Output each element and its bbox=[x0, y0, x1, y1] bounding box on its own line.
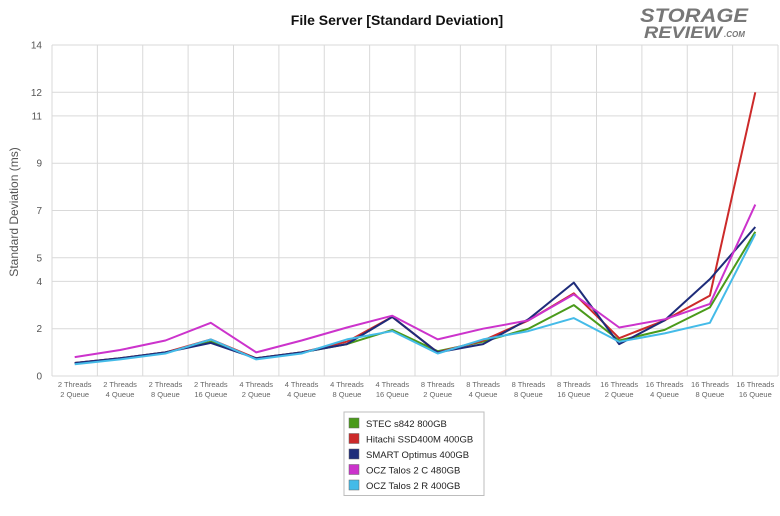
legend-box bbox=[343, 411, 485, 496]
legend-swatch bbox=[348, 448, 360, 460]
series-line-ocz-talos-2-c-480gb bbox=[74, 204, 757, 359]
y-axis: 0 2 4 5 7 9 11 12 14 bbox=[31, 41, 43, 383]
x-tick-label: 2 Threads 2 Queue bbox=[58, 380, 92, 399]
legend-swatch bbox=[348, 479, 360, 491]
y-tick-label: 5 bbox=[36, 253, 42, 264]
svg-text:REVIEW: REVIEW bbox=[644, 23, 724, 42]
legend-label: Hitachi SSD400M 400GB bbox=[366, 435, 473, 446]
x-tick-label: 8 Threads 4 Queue bbox=[466, 380, 500, 399]
x-tick-label: 16 Threads 8 Queue bbox=[691, 380, 729, 399]
y-tick-label: 12 bbox=[31, 88, 43, 99]
x-tick-label: 4 Threads 8 Queue bbox=[330, 380, 364, 399]
chart-title: File Server [Standard Deviation] bbox=[291, 12, 503, 28]
x-tick-label: 4 Threads 2 Queue bbox=[239, 380, 273, 399]
x-tick-label: 8 Threads 2 Queue bbox=[421, 380, 455, 399]
legend-swatch bbox=[348, 464, 360, 475]
watermark-logo: STORAGE REVIEW .COM bbox=[640, 6, 750, 42]
series-lines bbox=[74, 92, 757, 366]
legend-swatch bbox=[348, 433, 360, 444]
x-tick-label: 8 Threads 16 Queue bbox=[557, 380, 591, 399]
x-tick-label: 8 Threads 8 Queue bbox=[512, 380, 546, 399]
y-tick-label: 11 bbox=[32, 111, 43, 122]
x-tick-label: 2 Threads 16 Queue bbox=[194, 380, 228, 399]
x-tick-label: 16 Threads 2 Queue bbox=[600, 380, 638, 399]
x-tick-label: 4 Threads 16 Queue bbox=[375, 380, 409, 399]
legend-label: OCZ Talos 2 R 400GB bbox=[366, 481, 460, 492]
grid bbox=[51, 44, 779, 377]
y-tick-label: 4 bbox=[36, 277, 42, 288]
y-tick-label: 0 bbox=[36, 372, 42, 383]
legend-swatch bbox=[348, 417, 360, 429]
y-tick-label: 2 bbox=[36, 324, 42, 335]
x-tick-label: 16 Threads 16 Queue bbox=[736, 380, 774, 399]
x-tick-label: 2 Threads 8 Queue bbox=[149, 380, 183, 399]
x-tick-label: 2 Threads 4 Queue bbox=[103, 380, 137, 399]
legend-label: STEC s842 800GB bbox=[366, 419, 447, 430]
y-axis-label: Standard Deviation (ms) bbox=[7, 147, 21, 276]
svg-text:STORAGE: STORAGE bbox=[640, 6, 750, 27]
x-tick-label: 16 Threads 4 Queue bbox=[646, 380, 684, 399]
x-axis: 2 Threads 2 Queue 2 Threads 4 Queue 2 Thread… bbox=[58, 380, 775, 399]
series-line-smart-optimus-400gb bbox=[74, 226, 757, 364]
y-tick-label: 14 bbox=[31, 41, 43, 52]
legend: STEC s842 800GB Hitachi SSD400M 400GB SMAR… bbox=[343, 411, 485, 496]
legend-label: OCZ Talos 2 C 480GB bbox=[366, 466, 460, 477]
x-tick-label: 4 Threads 4 Queue bbox=[285, 380, 319, 399]
y-tick-label: 7 bbox=[36, 206, 42, 217]
svg-text:.COM: .COM bbox=[724, 30, 745, 39]
legend-label: SMART Optimus 400GB bbox=[366, 450, 469, 461]
y-tick-label: 9 bbox=[36, 159, 42, 170]
series-line-ocz-talos-2-r-400gb bbox=[74, 233, 757, 366]
